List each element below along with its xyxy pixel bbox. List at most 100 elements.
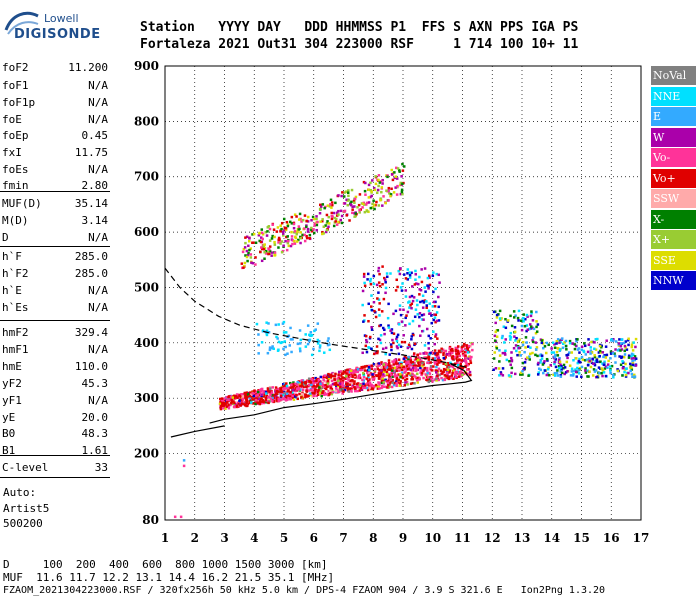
echo-point	[432, 318, 435, 322]
param-value: N/A	[88, 284, 108, 297]
echo-point	[616, 369, 620, 373]
echo-point	[619, 344, 623, 348]
echo-point	[512, 310, 516, 313]
echo-point	[626, 339, 630, 342]
echo-point	[440, 376, 443, 380]
echo-point	[322, 225, 326, 228]
echo-point	[330, 206, 333, 209]
echo-point	[260, 231, 264, 235]
echo-point	[578, 361, 582, 364]
echo-point	[553, 360, 556, 364]
echo-point	[355, 382, 359, 386]
echo-point	[179, 515, 183, 519]
echo-point	[385, 366, 389, 369]
echo-point	[623, 370, 626, 374]
x-tick-label: 15	[573, 531, 590, 545]
echo-point	[630, 372, 634, 376]
echo-point	[265, 332, 268, 335]
echo-point	[447, 363, 450, 366]
echo-point	[271, 399, 274, 403]
echo-point	[269, 393, 272, 397]
echo-point	[634, 364, 638, 367]
echo-point	[383, 367, 386, 370]
echo-point	[367, 366, 371, 369]
echo-point	[437, 361, 441, 364]
echo-point	[335, 388, 339, 392]
echo-point	[285, 386, 289, 390]
echo-point	[364, 181, 367, 185]
echo-point	[384, 281, 387, 284]
echo-point	[462, 354, 465, 357]
echo-point	[422, 313, 426, 316]
echo-point	[442, 370, 445, 374]
echo-point	[283, 340, 287, 343]
echo-point	[601, 374, 604, 378]
param-row: foEp 0.45	[2, 129, 108, 146]
echo-point	[438, 358, 442, 362]
echo-point	[251, 398, 255, 401]
echo-point	[427, 334, 431, 338]
echo-point	[323, 391, 327, 395]
echo-point	[299, 388, 302, 391]
echo-point	[531, 340, 535, 344]
echo-point	[436, 374, 439, 378]
echo-point	[404, 367, 408, 370]
echo-point	[469, 356, 472, 359]
echo-point	[598, 349, 602, 353]
echo-point	[543, 369, 547, 372]
echo-point	[449, 361, 452, 365]
echo-point	[428, 312, 431, 315]
echo-point	[494, 330, 498, 334]
echo-point	[369, 188, 373, 192]
echo-point	[504, 317, 507, 321]
echo-point	[271, 234, 274, 238]
echo-point	[329, 390, 332, 394]
echo-point	[282, 331, 286, 334]
echo-point	[448, 371, 451, 374]
echo-point	[400, 289, 404, 292]
param-row: h`F2 285.0	[2, 267, 108, 284]
echo-point	[408, 322, 411, 326]
echo-point	[542, 346, 545, 350]
echo-point	[392, 332, 396, 335]
echo-point	[268, 400, 271, 403]
digisonde-logo: Lowell DIGISONDE	[4, 6, 100, 44]
echo-point	[395, 337, 398, 341]
echo-point	[312, 347, 315, 351]
echo-point	[513, 326, 517, 329]
echo-point	[380, 366, 383, 369]
echo-point	[293, 230, 297, 233]
echo-point	[309, 331, 313, 334]
echo-point	[377, 174, 381, 177]
echo-point	[371, 375, 374, 378]
echo-point	[386, 383, 390, 387]
echo-point	[282, 217, 286, 221]
echo-point	[384, 201, 387, 205]
echo-point	[416, 313, 420, 316]
echo-point	[380, 361, 383, 364]
echo-point	[634, 337, 638, 341]
echo-point	[370, 328, 374, 331]
echo-point	[318, 387, 322, 391]
echo-point	[327, 215, 331, 219]
echo-point	[409, 368, 412, 371]
echo-point	[218, 402, 222, 406]
echo-point	[344, 381, 348, 384]
echo-point	[553, 374, 557, 377]
echo-point	[430, 369, 434, 372]
echo-point	[395, 193, 399, 196]
echo-point	[516, 353, 519, 357]
echo-point	[310, 219, 313, 222]
echo-point	[305, 387, 309, 391]
echo-point	[306, 227, 310, 231]
echo-point	[525, 313, 529, 317]
echo-point	[277, 238, 280, 242]
echo-point	[256, 401, 260, 405]
x-tick-label: 1	[161, 531, 169, 545]
echo-point	[386, 174, 389, 177]
echo-point	[280, 221, 284, 225]
echo-point	[306, 220, 310, 223]
echo-point	[362, 376, 366, 379]
echo-point	[413, 362, 416, 365]
echo-point	[429, 366, 433, 370]
